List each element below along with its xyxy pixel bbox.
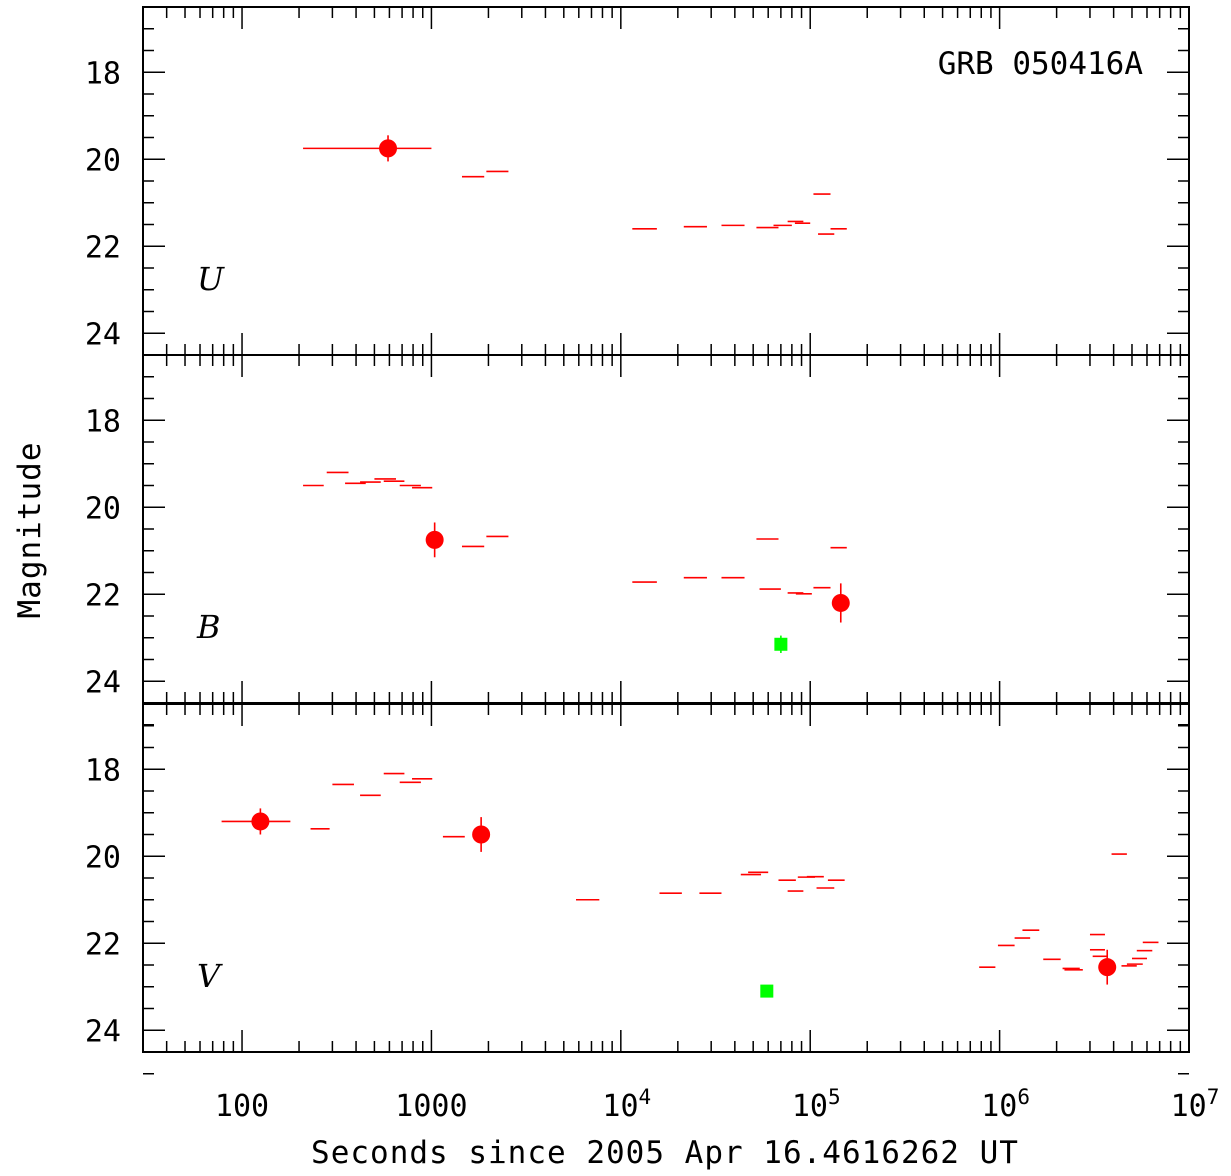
band-label-u: U <box>197 260 225 298</box>
y-tick-label: 20 <box>85 840 121 875</box>
detection-point-b <box>425 530 444 549</box>
y-tick-label: 18 <box>85 404 121 439</box>
y-tick-label: 22 <box>85 230 121 265</box>
band-label-b: B <box>196 608 221 646</box>
y-tick-label: 24 <box>85 665 121 700</box>
y-tick-label: 18 <box>85 56 121 91</box>
x-tick-label: 100 <box>215 1089 269 1124</box>
chart-title: GRB 050416A <box>938 46 1144 82</box>
text-layer: GRB 050416A Seconds since 2005 Apr 16.46… <box>12 46 1219 1171</box>
detection-point-v <box>251 812 270 831</box>
detection-point-u <box>379 139 398 158</box>
marks-layer <box>221 135 1159 998</box>
x-tick-label: 1000 <box>395 1089 467 1124</box>
band-label-v: V <box>197 957 223 995</box>
reference-point-b <box>774 637 788 651</box>
y-tick-label: 18 <box>85 753 121 788</box>
x-tick-label: 107 <box>1171 1085 1220 1124</box>
x-tick-label: 105 <box>792 1085 841 1124</box>
y-tick-label: 22 <box>85 578 121 613</box>
x-tick-label: 104 <box>602 1085 651 1124</box>
panel-frame-v <box>142 703 1190 1053</box>
reference-point-v <box>760 984 774 998</box>
x-axis-title: Seconds since 2005 Apr 16.4616262 UT <box>311 1135 1019 1171</box>
y-axis-title: Magnitude <box>12 442 48 619</box>
y-tick-label: 24 <box>85 1014 121 1049</box>
panel-frame-b <box>142 354 1190 704</box>
x-tick-label: 106 <box>981 1085 1030 1124</box>
detection-point-b <box>831 593 850 612</box>
detection-point-v <box>1098 958 1117 977</box>
y-tick-label: 22 <box>85 927 121 962</box>
y-tick-label: 20 <box>85 143 121 178</box>
y-tick-label: 20 <box>85 491 121 526</box>
axes-layer <box>142 6 1190 1075</box>
y-tick-label: 24 <box>85 317 121 352</box>
detection-point-v <box>472 825 491 844</box>
